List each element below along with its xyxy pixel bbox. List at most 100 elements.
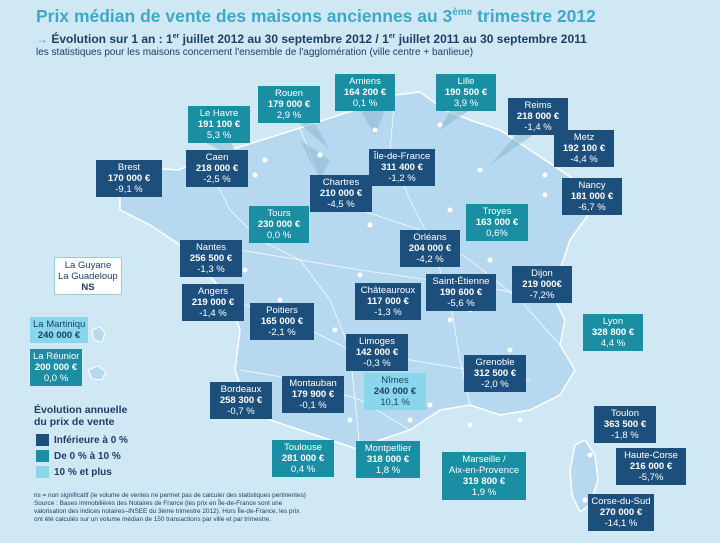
city-label-nancy: Nancy 181 000 € -6,7 %	[562, 178, 622, 215]
city-name: Angers	[197, 286, 229, 297]
overseas-ns-box: La Guyane La Guadeloupe NS	[54, 257, 122, 295]
city-name: Corse-du-Sud	[591, 496, 651, 507]
city-name: Troyes	[482, 206, 512, 217]
city-label-troyes: Troyes 163 000 €0,6%	[466, 204, 528, 241]
city-change: -9,1 %	[115, 184, 143, 195]
city-label-toulon: Toulon 363 500 € -1,8 %	[594, 406, 656, 443]
city-price: 192 100 €	[562, 143, 606, 154]
city-change: -1,4 %	[199, 308, 227, 319]
city-label-toulouse: Toulouse 281 000 €0,4 %	[272, 440, 334, 477]
city-name: La Réunion	[33, 351, 79, 362]
map-title: Prix médian de vente des maisons ancienn…	[36, 6, 596, 26]
city-label-lehavre: Le Havre 191 100 €5,3 %	[188, 106, 250, 143]
city-name: Île-de-France	[373, 151, 431, 162]
city-change: -2,5 %	[203, 174, 231, 185]
city-change: -1,3 %	[374, 307, 402, 318]
city-label-reunion: La Réunion 200 000 €0,0 %	[30, 349, 82, 386]
city-label-orleans: Orléans 204 000 € -4,2 %	[400, 230, 460, 267]
city-name: Montauban	[289, 378, 337, 389]
city-name-2: Aix-en-Provence	[448, 465, 520, 476]
city-name: Nîmes	[381, 375, 409, 386]
city-price: 216 000 €	[629, 461, 673, 472]
city-price: 270 000 €	[599, 507, 643, 518]
city-label-limoges: Limoges 142 000 € -0,3 %	[346, 334, 408, 371]
city-label-iledefrance: Île-de-France 311 400 € -1,2 %	[369, 149, 435, 186]
city-name: Metz	[573, 132, 595, 143]
city-label-brest: Brest 170 000 € -9,1 %	[96, 160, 162, 197]
legend-item-0-10: De 0 % à 10 %	[36, 450, 121, 464]
city-price: 191 100 €	[197, 119, 241, 130]
arrow-right-icon: →	[36, 32, 48, 46]
city-change: 4,4 %	[600, 338, 626, 349]
city-name: Chartres	[322, 177, 360, 188]
city-change: 0,4 %	[290, 464, 316, 475]
city-price: 170 000 €	[107, 173, 151, 184]
city-change: -4,2 %	[416, 254, 444, 265]
city-price: 311 400 €	[381, 162, 423, 173]
city-price: 219 000€	[522, 279, 562, 290]
legend-item-10-plus: 10 % et plus	[36, 466, 112, 480]
martinique-shape	[91, 326, 106, 343]
city-change: -0,3 %	[363, 358, 391, 369]
city-price: 240 000 €	[37, 330, 81, 341]
city-change: -2,0 %	[481, 379, 509, 390]
city-name: Toulon	[611, 408, 639, 419]
city-label-montpellier: Montpellier 318 000 €1,8 %	[356, 441, 420, 478]
legend-swatch-dark	[36, 434, 49, 447]
city-label-poitiers: Poitiers 165 000 € -2,1 %	[250, 303, 314, 340]
city-price: 181 000 €	[570, 191, 614, 202]
city-change: 5,3 %	[206, 130, 232, 141]
legend-item-negative: Inférieure à 0 %	[36, 434, 128, 448]
city-change: -2,1 %	[268, 327, 296, 338]
city-label-chartres: Chartres 210 000 € -4,5 %	[310, 175, 372, 212]
city-change: 1,9 %	[471, 487, 497, 498]
city-price: 318 000 €	[366, 454, 410, 465]
city-price: 319 800 €	[462, 476, 506, 487]
city-name: Reims	[524, 100, 552, 111]
city-name: Limoges	[359, 336, 395, 347]
city-price: 200 000 €	[34, 362, 78, 373]
city-label-rouen: Rouen 179 000 €2,9 %	[258, 86, 320, 123]
city-name: Marseille /	[462, 454, 506, 465]
city-label-dijon: Dijon 219 000€ -7,2%	[512, 266, 572, 303]
legend-swatch-light	[36, 466, 49, 479]
overseas-ns-value: NS	[81, 282, 95, 293]
city-price: 230 000 €	[257, 219, 301, 230]
city-price: 179 900 €	[291, 389, 335, 400]
city-change: -1,4 %	[524, 122, 552, 133]
city-name: Bordeaux	[220, 384, 262, 395]
city-name: Poitiers	[266, 305, 298, 316]
city-name: Amiens	[349, 76, 381, 87]
city-label-metz: Metz 192 100 € -4,4 %	[554, 130, 614, 167]
city-price: 218 000 €	[516, 111, 560, 122]
city-price: 142 000 €	[355, 347, 399, 358]
city-price: 258 300 €	[219, 395, 263, 406]
city-name: Dijon	[531, 268, 553, 279]
city-change: 0,0 %	[266, 230, 292, 241]
city-name: Caen	[205, 152, 229, 163]
city-price: 328 800 €	[591, 327, 635, 338]
city-label-corsedusud: Corse-du-Sud 270 000 € -14,1 %	[588, 494, 654, 531]
city-price: 165 000 €	[260, 316, 304, 327]
city-change: -14,1 %	[604, 518, 638, 529]
city-label-caen: Caen 218 000 € -2,5 %	[186, 150, 248, 187]
city-price: 240 000 €	[373, 386, 417, 397]
city-label-grenoble: Grenoble 312 500 € -2,0 %	[464, 355, 526, 392]
city-name: Grenoble	[475, 357, 515, 368]
city-label-martinique: La Martinique 240 000 €	[30, 317, 88, 343]
source-notes: ns = non significatif (le volume de vent…	[34, 492, 306, 523]
city-price: 210 000 €	[319, 188, 363, 199]
city-change: 1,8 %	[375, 465, 401, 476]
city-price: 363 500 €	[603, 419, 647, 430]
city-label-chateauroux: Châteauroux 117 000 € -1,3 %	[355, 283, 421, 320]
city-price: 164 200 €	[343, 87, 387, 98]
city-change: 0,1 %	[352, 98, 378, 109]
reunion-shape	[87, 365, 107, 381]
city-price: 190 500 €	[444, 87, 488, 98]
city-name: Haute-Corse	[624, 450, 678, 461]
city-change: 3,9 %	[453, 98, 479, 109]
subtitle-period: → Évolution sur 1 an : 1er juillet 2012 …	[36, 32, 587, 46]
city-price: 218 000 €	[195, 163, 239, 174]
city-change: -4,5 %	[327, 199, 355, 210]
city-change: -4,4 %	[570, 154, 598, 165]
